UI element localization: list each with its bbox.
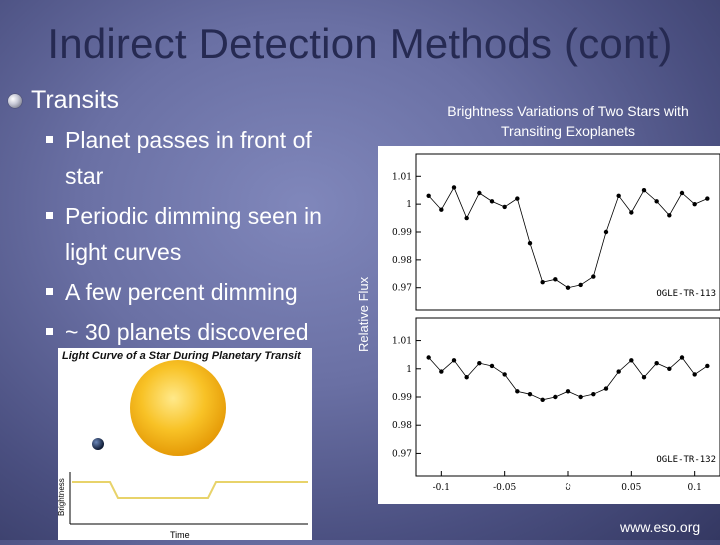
- y-tick-label: 0.98: [392, 256, 412, 266]
- square-bullet-icon: [46, 212, 53, 219]
- sub-bullet: ~ 30 planets discovered: [46, 314, 346, 350]
- sub-bullet-text: Periodic dimming seen in light curves: [65, 203, 322, 265]
- light-curve-figure: 1.01 1 0.99 0.98 0.97 OGLE-TR-113 1.01 1 0.99 0.9…: [378, 146, 720, 504]
- slide-title: Indirect Detection Methods (cont): [47, 20, 673, 67]
- sub-bullet: Planet passes in front of star: [46, 122, 346, 194]
- sub-bullet: A few percent dimming: [46, 274, 346, 310]
- sub-bullet-text: A few percent dimming: [65, 279, 298, 305]
- diagram-light-curve: [72, 481, 308, 499]
- x-axis-label: Phase: [533, 475, 576, 492]
- curve-label: OGLE-TR-113: [656, 289, 716, 299]
- y-tick-label: 0.97: [392, 284, 412, 294]
- light-curve-svg: 1.01 1 0.99 0.98 0.97 OGLE-TR-113 1.01 1 0.99 0.9…: [392, 153, 720, 493]
- bullet-sphere-icon: [8, 93, 22, 108]
- square-bullet-icon: [46, 328, 53, 335]
- x-tick-label: 0.05: [621, 483, 641, 493]
- square-bullet-icon: [46, 136, 53, 143]
- sub-bullet: Periodic dimming seen in light curves: [46, 198, 346, 270]
- credit-text: www.eso.org: [620, 519, 701, 535]
- square-bullet-icon: [46, 288, 53, 295]
- y-tick-label: 0.98: [392, 421, 412, 431]
- y-tick-label: 1.01: [392, 337, 412, 347]
- figure-caption: Brightness Variations of Two Stars with …: [447, 103, 689, 139]
- planet-icon: [92, 438, 104, 450]
- y-tick-label: 1: [406, 200, 412, 210]
- star-icon: [130, 360, 226, 456]
- transit-diagram: Light Curve of a Star During Planetary T…: [57, 348, 312, 540]
- diagram-title: Light Curve of a Star During Planetary T…: [62, 350, 301, 362]
- model-curve: [428, 186, 708, 289]
- plot-frame: [415, 317, 720, 477]
- x-tick-label: -0.1: [433, 483, 450, 493]
- sub-bullet-text: ~ 30 planets discovered: [65, 319, 309, 345]
- sub-bullet-text: Planet passes in front of star: [65, 127, 312, 189]
- main-bullet-text: Transits: [31, 86, 119, 114]
- y-tick-label: 0.97: [392, 449, 412, 459]
- main-bullet: Transits: [8, 86, 119, 115]
- y-tick-label: 1.01: [392, 172, 412, 182]
- y-tick-label: 0.99: [392, 228, 412, 238]
- x-tick-label: 0.1: [688, 483, 702, 493]
- transit-diagram-svg: Brightness Time: [57, 360, 308, 540]
- y-axis-label: Relative Flux: [356, 276, 371, 352]
- diagram-x-label: Time: [170, 530, 190, 540]
- y-tick-label: 0.99: [392, 393, 412, 403]
- model-curve: [428, 356, 708, 401]
- sub-bullet-list: Planet passes in front of star Periodic …: [46, 122, 346, 354]
- x-tick-label: 0: [565, 483, 571, 493]
- curve-label: OGLE-TR-132: [656, 455, 716, 465]
- diagram-y-label: Brightness: [58, 478, 66, 516]
- y-tick-label: 1: [406, 365, 412, 375]
- x-tick-label: -0.05: [493, 483, 516, 493]
